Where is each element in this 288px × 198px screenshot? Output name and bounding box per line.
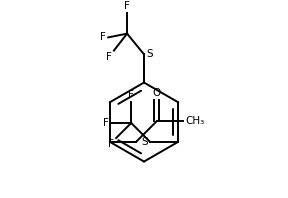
Text: S: S [141, 137, 148, 147]
Text: F: F [124, 1, 130, 11]
Text: S: S [146, 49, 153, 59]
Text: O: O [153, 88, 161, 98]
Text: F: F [128, 90, 134, 100]
Text: CH₃: CH₃ [185, 116, 204, 126]
Text: F: F [108, 139, 114, 149]
Text: F: F [106, 51, 112, 62]
Text: F: F [101, 32, 106, 42]
Text: F: F [103, 118, 109, 128]
